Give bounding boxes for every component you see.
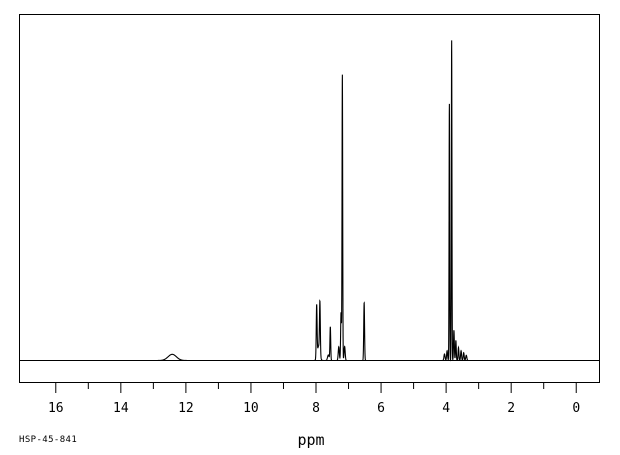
- axis-ticks: [55, 383, 577, 393]
- axis-tick-label: 10: [243, 401, 259, 416]
- axis-tick-label: 16: [48, 401, 64, 416]
- sample-id-label: HSP-45-841: [19, 435, 77, 445]
- axis-tick-labels: 16 14 12 10 8 6 4 2 0: [48, 401, 580, 416]
- axis-tick-label: 8: [312, 401, 320, 416]
- axis-tick-label: 12: [178, 401, 194, 416]
- axis-tick-label: 0: [572, 401, 580, 416]
- plot-frame: [19, 14, 600, 383]
- spectrum-trace: [20, 40, 599, 362]
- axis-tick-label: 14: [113, 401, 129, 416]
- axis-tick-label: 2: [507, 401, 515, 416]
- axis-tick-label: 4: [442, 401, 450, 416]
- axis-tick-label: 6: [377, 401, 385, 416]
- axis-title-ppm: ppm: [297, 431, 324, 449]
